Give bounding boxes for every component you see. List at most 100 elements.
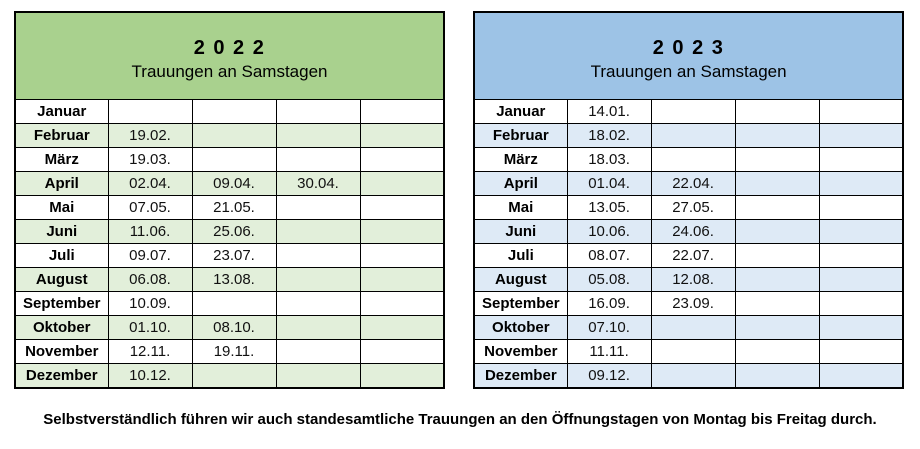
date-cell xyxy=(734,267,820,292)
date-cell xyxy=(359,123,445,148)
footer-note: Selbstverständlich führen wir auch stand… xyxy=(43,410,877,428)
date-cell xyxy=(275,363,361,388)
table-row: Juli 09.07. 23.07. xyxy=(14,243,445,268)
table-row: Juni 10.06. 24.06. xyxy=(473,219,904,244)
date-cell xyxy=(359,219,445,244)
date-cell: 06.08. xyxy=(107,267,193,292)
date-cell xyxy=(734,147,820,172)
date-cell xyxy=(818,123,904,148)
date-cell xyxy=(818,171,904,196)
table-row: September 10.09. xyxy=(14,291,445,316)
date-cell: 19.02. xyxy=(107,123,193,148)
date-cell: 07.10. xyxy=(566,315,652,340)
date-cell xyxy=(191,363,277,388)
year-title: 2 0 2 2 xyxy=(193,36,266,59)
month-cell: Januar xyxy=(473,99,568,124)
month-cell: September xyxy=(14,291,109,316)
table-row: April 01.04. 22.04. xyxy=(473,171,904,196)
date-cell: 19.11. xyxy=(191,339,277,364)
date-cell: 09.07. xyxy=(107,243,193,268)
date-cell xyxy=(275,147,361,172)
date-cell xyxy=(191,147,277,172)
date-cell: 13.05. xyxy=(566,195,652,220)
calendar-table-2022: 2 0 2 2 Trauungen an Samstagen Januar Fe… xyxy=(14,11,446,389)
date-cell xyxy=(734,339,820,364)
month-cell: Januar xyxy=(14,99,109,124)
date-cell xyxy=(191,291,277,316)
table-row: Juni 11.06. 25.06. xyxy=(14,219,445,244)
date-cell xyxy=(818,291,904,316)
month-cell: August xyxy=(473,267,568,292)
date-cell: 23.07. xyxy=(191,243,277,268)
date-cell: 21.05. xyxy=(191,195,277,220)
table-row: Januar 14.01. xyxy=(473,99,904,124)
month-cell: Februar xyxy=(14,123,109,148)
date-cell: 12.11. xyxy=(107,339,193,364)
date-cell: 02.04. xyxy=(107,171,193,196)
date-cell: 10.12. xyxy=(107,363,193,388)
date-cell: 19.03. xyxy=(107,147,193,172)
table-row: Dezember 10.12. xyxy=(14,363,445,388)
date-cell xyxy=(275,123,361,148)
date-cell xyxy=(818,243,904,268)
date-cell: 22.04. xyxy=(650,171,736,196)
month-cell: September xyxy=(473,291,568,316)
date-cell: 30.04. xyxy=(275,171,361,196)
month-cell: Oktober xyxy=(14,315,109,340)
table-row: Februar 19.02. xyxy=(14,123,445,148)
table-row: August 05.08. 12.08. xyxy=(473,267,904,292)
date-cell: 12.08. xyxy=(650,267,736,292)
date-cell xyxy=(818,339,904,364)
date-cell xyxy=(107,99,193,124)
date-cell: 25.06. xyxy=(191,219,277,244)
date-cell xyxy=(734,243,820,268)
month-cell: Juli xyxy=(473,243,568,268)
date-cell xyxy=(650,123,736,148)
table-row: September 16.09. 23.09. xyxy=(473,291,904,316)
date-cell: 09.04. xyxy=(191,171,277,196)
date-cell xyxy=(275,243,361,268)
month-cell: April xyxy=(473,171,568,196)
table-header-row: 2 0 2 2 Trauungen an Samstagen xyxy=(14,11,445,100)
date-cell xyxy=(275,267,361,292)
year-title: 2 0 2 3 xyxy=(652,36,725,59)
date-cell xyxy=(818,147,904,172)
month-cell: November xyxy=(14,339,109,364)
date-cell: 05.08. xyxy=(566,267,652,292)
date-cell xyxy=(359,171,445,196)
date-cell xyxy=(650,339,736,364)
date-cell xyxy=(734,123,820,148)
date-cell xyxy=(275,291,361,316)
date-cell xyxy=(275,315,361,340)
date-cell xyxy=(359,195,445,220)
date-cell: 22.07. xyxy=(650,243,736,268)
month-cell: Oktober xyxy=(473,315,568,340)
month-cell: Juli xyxy=(14,243,109,268)
table-row: November 12.11. 19.11. xyxy=(14,339,445,364)
date-cell xyxy=(359,291,445,316)
date-cell xyxy=(650,147,736,172)
table-subtitle: Trauungen an Samstagen xyxy=(590,61,787,81)
date-cell xyxy=(359,243,445,268)
table-row: November 11.11. xyxy=(473,339,904,364)
date-cell xyxy=(818,195,904,220)
calendar-tables-container: 2 0 2 2 Trauungen an Samstagen Januar Fe… xyxy=(14,11,905,389)
date-cell: 13.08. xyxy=(191,267,277,292)
date-cell xyxy=(359,147,445,172)
month-cell: Mai xyxy=(473,195,568,220)
month-cell: April xyxy=(14,171,109,196)
date-cell: 08.07. xyxy=(566,243,652,268)
date-cell xyxy=(734,219,820,244)
date-cell: 10.06. xyxy=(566,219,652,244)
date-cell xyxy=(818,267,904,292)
month-cell: Dezember xyxy=(14,363,109,388)
date-cell: 10.09. xyxy=(107,291,193,316)
table-row: Dezember 09.12. xyxy=(473,363,904,388)
date-cell xyxy=(275,99,361,124)
table-row: Juli 08.07. 22.07. xyxy=(473,243,904,268)
table-subtitle: Trauungen an Samstagen xyxy=(131,61,328,81)
date-cell: 16.09. xyxy=(566,291,652,316)
date-cell: 11.06. xyxy=(107,219,193,244)
date-cell xyxy=(191,99,277,124)
date-cell xyxy=(359,363,445,388)
